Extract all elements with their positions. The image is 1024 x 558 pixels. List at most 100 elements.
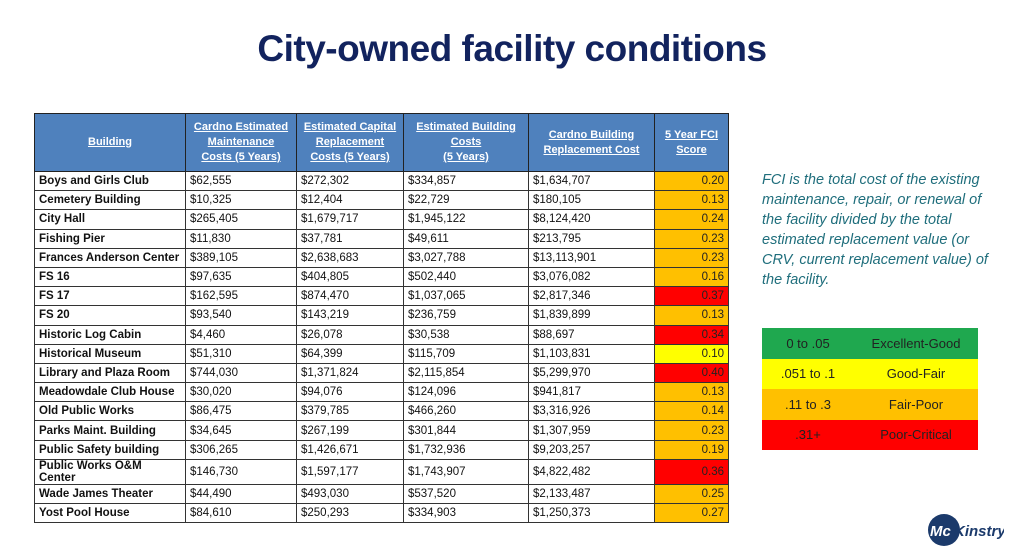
replacement-cost: $1,307,959 (528, 420, 655, 441)
table-row: Old Public Works $86,475 $379,785 $466,260 $… (34, 401, 729, 422)
replacement-cost: $1,634,707 (528, 170, 655, 192)
maintenance-cost: $44,490 (185, 483, 297, 505)
building-cost: $30,538 (403, 324, 529, 345)
column-header: Building (34, 113, 186, 172)
capital-replacement-cost: $94,076 (296, 382, 404, 403)
column-header: Cardno Estimated Maintenance Costs (5 Ye… (185, 113, 297, 172)
legend-row: .31+ Poor-Critical (762, 419, 978, 450)
fci-score: 0.13 (654, 190, 729, 211)
facility-table: Building Cardno Estimated Maintenance Cos… (34, 113, 729, 524)
table-row: Boys and Girls Club $62,555 $272,302 $334,8… (34, 170, 729, 192)
replacement-cost: $8,124,420 (528, 209, 655, 230)
replacement-cost: $3,316,926 (528, 401, 655, 422)
building-name: FS 20 (34, 305, 186, 326)
replacement-cost: $13,113,901 (528, 247, 655, 268)
replacement-cost: $1,103,831 (528, 343, 655, 364)
table-row: Historic Log Cabin $4,460 $26,078 $30,538 $8… (34, 324, 729, 345)
building-name: City Hall (34, 209, 186, 230)
table-row: Public Safety building $306,265 $1,426,671… (34, 439, 729, 460)
maintenance-cost: $93,540 (185, 305, 297, 326)
fci-legend: 0 to .05 Excellent-Good .051 to .1 Good-Fai… (762, 328, 978, 450)
maintenance-cost: $4,460 (185, 324, 297, 345)
maintenance-cost: $34,645 (185, 420, 297, 441)
table-row: Meadowdale Club House $30,020 $94,076 $124,… (34, 382, 729, 403)
replacement-cost: $88,697 (528, 324, 655, 345)
maintenance-cost: $162,595 (185, 286, 297, 307)
capital-replacement-cost: $12,404 (296, 190, 404, 211)
table-row: Frances Anderson Center $389,105 $2,638,68… (34, 247, 729, 268)
fci-score: 0.34 (654, 324, 729, 345)
maintenance-cost: $306,265 (185, 439, 297, 460)
maintenance-cost: $265,405 (185, 209, 297, 230)
maintenance-cost: $86,475 (185, 401, 297, 422)
building-cost: $3,027,788 (403, 247, 529, 268)
capital-replacement-cost: $379,785 (296, 401, 404, 422)
capital-replacement-cost: $1,679,717 (296, 209, 404, 230)
table-row: FS 20 $93,540 $143,219 $236,759 $1,839,899 0.… (34, 305, 729, 326)
building-cost: $502,440 (403, 266, 529, 288)
building-name: FS 16 (34, 266, 186, 288)
building-cost: $537,520 (403, 483, 529, 505)
maintenance-cost: $146,730 (185, 458, 297, 485)
building-name: Wade James Theater (34, 483, 186, 505)
legend-range: .31+ (795, 427, 821, 443)
building-name: Historic Log Cabin (34, 324, 186, 345)
building-name: Fishing Pier (34, 228, 186, 249)
building-cost: $1,732,936 (403, 439, 529, 460)
building-cost: $2,115,854 (403, 362, 529, 384)
fci-score: 0.27 (654, 502, 729, 524)
table-row: Wade James Theater $44,490 $493,030 $537,52… (34, 483, 729, 505)
building-name: Yost Pool House (34, 502, 186, 524)
fci-score: 0.40 (654, 362, 729, 384)
table-row: Library and Plaza Room $744,030 $1,371,824… (34, 362, 729, 384)
table-row: City Hall $265,405 $1,679,717 $1,945,122 $8,… (34, 209, 729, 230)
column-header: Estimated Building Costs (5 Years) (403, 113, 529, 172)
column-header: Estimated Capital Replacement Costs (5 Y… (296, 113, 404, 172)
replacement-cost: $5,299,970 (528, 362, 655, 384)
legend-label: Good-Fair (886, 366, 946, 382)
capital-replacement-cost: $1,426,671 (296, 439, 404, 460)
building-cost: $22,729 (403, 190, 529, 211)
capital-replacement-cost: $37,781 (296, 228, 404, 249)
table-row: Cemetery Building $10,325 $12,404 $22,729 $1… (34, 190, 729, 211)
column-header: 5 Year FCI Score (654, 113, 729, 172)
capital-replacement-cost: $64,399 (296, 343, 404, 364)
replacement-cost: $180,105 (528, 190, 655, 211)
capital-replacement-cost: $874,470 (296, 286, 404, 307)
replacement-cost: $1,839,899 (528, 305, 655, 326)
building-name: FS 17 (34, 286, 186, 307)
replacement-cost: $1,250,373 (528, 502, 655, 524)
legend-range: .11 to .3 (784, 396, 831, 412)
page-title: City-owned facility conditions (257, 28, 767, 69)
fci-score: 0.14 (654, 401, 729, 422)
legend-label: Poor-Critical (880, 427, 952, 443)
replacement-cost: $4,822,482 (528, 458, 655, 485)
mckinstry-logo: Mc Kinstry (924, 512, 1006, 557)
building-name: Public Safety building (34, 439, 186, 460)
building-cost: $466,260 (403, 401, 529, 422)
replacement-cost: $2,133,487 (528, 483, 655, 505)
capital-replacement-cost: $272,302 (296, 170, 404, 192)
fci-score: 0.23 (654, 247, 729, 268)
building-name: Public Works O&M Center (34, 458, 186, 485)
capital-replacement-cost: $2,638,683 (296, 247, 404, 268)
capital-replacement-cost: $493,030 (296, 483, 404, 505)
replacement-cost: $213,795 (528, 228, 655, 249)
fci-score: 0.20 (654, 170, 729, 192)
maintenance-cost: $84,610 (185, 502, 297, 524)
capital-replacement-cost: $267,199 (296, 420, 404, 441)
maintenance-cost: $97,635 (185, 266, 297, 288)
fci-score: 0.25 (654, 483, 729, 505)
building-cost: $301,844 (403, 420, 529, 441)
maintenance-cost: $51,310 (185, 343, 297, 364)
maintenance-cost: $389,105 (185, 247, 297, 268)
maintenance-cost: $10,325 (185, 190, 297, 211)
replacement-cost: $2,817,346 (528, 286, 655, 307)
building-cost: $334,903 (403, 502, 529, 524)
building-cost: $49,611 (403, 228, 529, 249)
table-row: FS 17 $162,595 $874,470 $1,037,065 $2,817,34… (34, 286, 729, 307)
table-row: Public Works O&M Center $146,730 $1,597,17… (34, 458, 729, 485)
capital-replacement-cost: $404,805 (296, 266, 404, 288)
table-row: FS 16 $97,635 $404,805 $502,440 $3,076,082 0.… (34, 266, 729, 288)
building-name: Library and Plaza Room (34, 362, 186, 384)
